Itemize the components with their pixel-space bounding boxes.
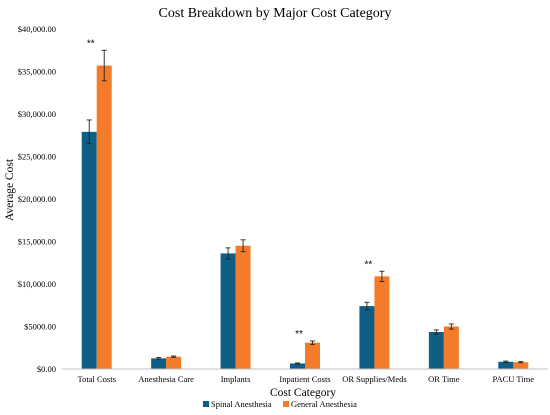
bar-spinal-2 [220, 253, 236, 369]
x-category-label: PACU Time [493, 374, 535, 384]
x-category-label: OR Time [428, 374, 460, 384]
bar-general-0 [96, 65, 112, 370]
bars-group [81, 65, 529, 370]
x-category-label: Anesthesia Care [138, 374, 194, 384]
significance-marker: ** [365, 259, 373, 270]
x-category-label: Total Costs [78, 374, 116, 384]
significance-marker: ** [87, 38, 95, 49]
y-tick-label: $35,000.00 [18, 67, 56, 77]
chart-title: Cost Breakdown by Major Cost Category [159, 6, 392, 21]
bar-general-2 [235, 245, 251, 369]
y-tick-label: $30,000.00 [18, 109, 56, 119]
y-tick-label: $15,000.00 [18, 237, 56, 247]
y-tick-label: $10,000.00 [18, 279, 56, 289]
x-category-label: Implants [221, 374, 251, 384]
legend: Spinal Anesthesia General Anesthesia [203, 399, 357, 409]
bar-general-3 [305, 342, 320, 369]
legend-swatch-general [283, 401, 289, 407]
x-category-label: OR Supplies/Meds [342, 374, 406, 384]
x-category-label: Inpatient Costs [279, 374, 330, 384]
y-tick-label: $20,000.00 [18, 194, 56, 204]
bar-spinal-0 [81, 131, 97, 369]
bar-general-6 [513, 362, 529, 369]
y-tick-label: $25,000.00 [18, 152, 56, 162]
significance-markers: ** ** ** [87, 38, 373, 340]
y-tick-label: $40,000.00 [18, 24, 56, 34]
error-bars-group [86, 49, 524, 365]
bar-spinal-3 [290, 363, 305, 369]
bar-general-1 [166, 356, 182, 369]
legend-label-spinal: Spinal Anesthesia [211, 399, 272, 409]
y-tick-label: $5000.00 [24, 322, 56, 332]
legend-swatch-spinal [203, 401, 209, 407]
legend-label-general: General Anesthesia [291, 399, 357, 409]
bar-spinal-5 [428, 332, 444, 369]
y-tick-label: $0.00 [37, 364, 56, 374]
y-axis-ticks: $0.00 $5000.00 $10,000.00 $15,000.00 $20,000… [18, 24, 56, 374]
bar-spinal-1 [151, 358, 167, 369]
bar-general-4 [374, 276, 390, 369]
x-axis-category-labels: Total Costs Anesthesia Care Implants Inpati… [78, 374, 535, 384]
x-axis-title: Cost Category [270, 387, 336, 399]
y-axis-title: Average Cost [4, 158, 16, 221]
bar-spinal-6 [498, 361, 514, 369]
significance-marker: ** [295, 329, 303, 340]
bar-spinal-4 [359, 306, 375, 369]
bar-general-5 [443, 326, 459, 369]
